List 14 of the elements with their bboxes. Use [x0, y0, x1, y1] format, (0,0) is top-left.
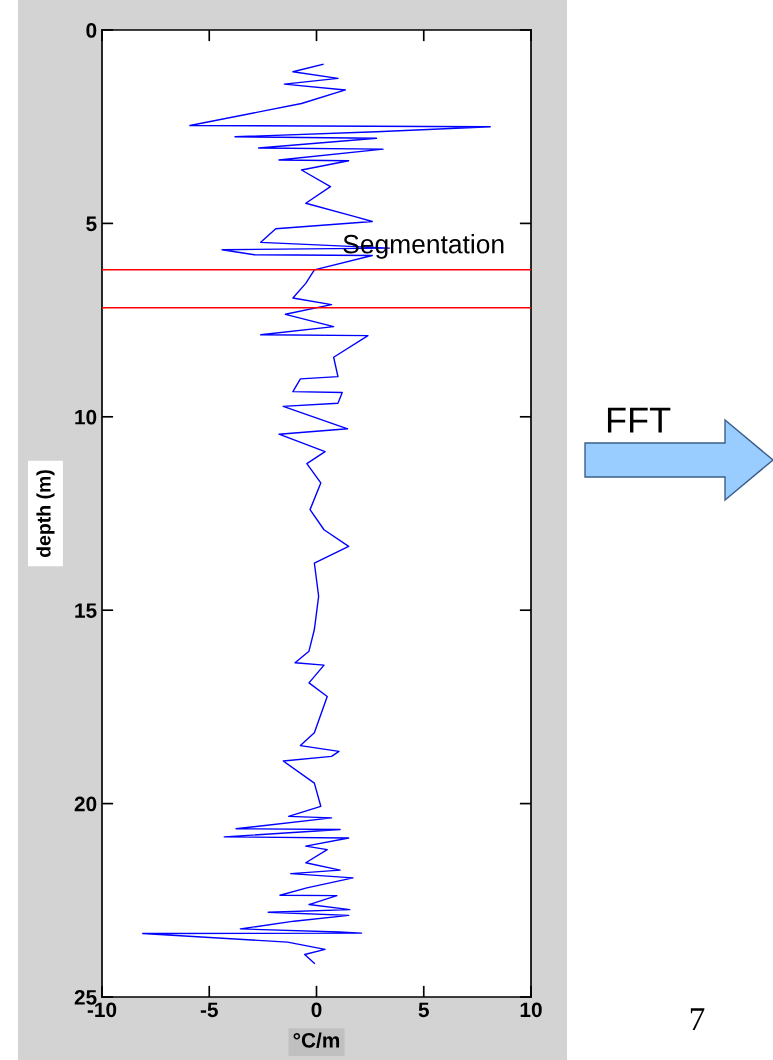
y-tick-label: 0	[86, 23, 97, 38]
y-tick-label: 20	[74, 796, 97, 812]
y-tick-label: 15	[75, 603, 97, 618]
text: FFT	[607, 407, 671, 433]
ref-line-label: Segmentation	[343, 234, 504, 259]
x-tick-label: -5	[200, 1002, 218, 1018]
x-tick-label: 5	[418, 1002, 429, 1018]
y-tick-label: 10	[75, 409, 97, 425]
x-tick-label: 10	[520, 1002, 542, 1018]
text: 7	[690, 1008, 705, 1031]
x-axis-title: °C/m	[293, 1032, 340, 1048]
y-axis-title: depth (m)	[36, 470, 55, 557]
y-tick-label: 5	[86, 216, 97, 232]
x-tick-label: 0	[311, 1002, 322, 1018]
